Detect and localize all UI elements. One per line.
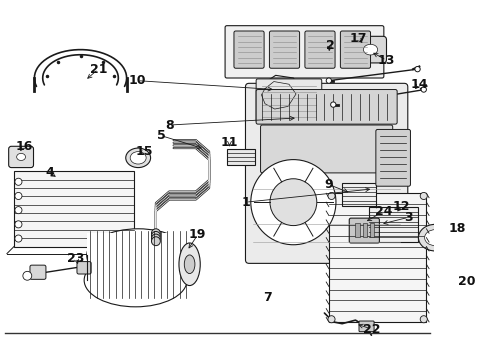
- Bar: [369, 222, 373, 237]
- Circle shape: [414, 67, 419, 72]
- Text: 2: 2: [325, 39, 334, 52]
- FancyBboxPatch shape: [449, 244, 477, 271]
- Bar: [226, 149, 255, 165]
- FancyBboxPatch shape: [233, 31, 264, 68]
- Text: 22: 22: [362, 323, 379, 336]
- Circle shape: [420, 87, 426, 92]
- Ellipse shape: [86, 229, 189, 282]
- Bar: [328, 193, 426, 322]
- Circle shape: [330, 102, 335, 107]
- Circle shape: [15, 192, 22, 199]
- Polygon shape: [434, 251, 456, 270]
- Text: 7: 7: [263, 291, 271, 303]
- Text: 23: 23: [67, 252, 84, 265]
- Circle shape: [151, 229, 160, 238]
- FancyBboxPatch shape: [9, 146, 34, 168]
- Circle shape: [15, 221, 22, 228]
- FancyBboxPatch shape: [354, 36, 386, 63]
- Ellipse shape: [363, 44, 377, 55]
- Ellipse shape: [419, 316, 427, 323]
- Circle shape: [15, 235, 22, 242]
- Text: 3: 3: [404, 211, 412, 224]
- FancyBboxPatch shape: [375, 130, 409, 186]
- Circle shape: [151, 231, 160, 240]
- Bar: [355, 222, 359, 237]
- FancyBboxPatch shape: [256, 79, 321, 122]
- Text: 14: 14: [410, 78, 427, 91]
- Ellipse shape: [17, 153, 25, 161]
- Circle shape: [456, 251, 469, 264]
- Text: 9: 9: [324, 178, 332, 191]
- Text: 18: 18: [448, 222, 465, 235]
- FancyBboxPatch shape: [340, 31, 370, 68]
- Ellipse shape: [130, 152, 146, 164]
- Text: 1: 1: [241, 196, 249, 209]
- Polygon shape: [257, 75, 302, 113]
- Text: 12: 12: [392, 200, 409, 213]
- Text: 8: 8: [165, 118, 174, 131]
- FancyBboxPatch shape: [224, 26, 383, 78]
- Text: 5: 5: [157, 129, 165, 142]
- FancyBboxPatch shape: [269, 31, 299, 68]
- Ellipse shape: [179, 243, 200, 285]
- Bar: [362, 222, 366, 237]
- Text: 20: 20: [457, 275, 474, 288]
- Circle shape: [15, 207, 22, 214]
- Bar: [14, 171, 133, 247]
- Circle shape: [151, 234, 160, 243]
- Ellipse shape: [184, 255, 195, 274]
- FancyBboxPatch shape: [245, 83, 407, 264]
- Ellipse shape: [84, 253, 186, 307]
- Text: 10: 10: [128, 74, 146, 87]
- Text: 16: 16: [15, 140, 32, 153]
- Text: 17: 17: [348, 32, 366, 45]
- FancyBboxPatch shape: [358, 321, 373, 332]
- Text: 24: 24: [374, 204, 392, 217]
- Circle shape: [250, 159, 335, 245]
- Bar: [368, 207, 417, 242]
- Text: 21: 21: [89, 63, 107, 76]
- Text: 4: 4: [45, 166, 54, 179]
- Circle shape: [269, 179, 316, 226]
- Ellipse shape: [327, 316, 334, 323]
- FancyBboxPatch shape: [256, 90, 396, 124]
- Text: 19: 19: [188, 229, 206, 242]
- FancyBboxPatch shape: [30, 265, 46, 279]
- Ellipse shape: [424, 230, 445, 246]
- FancyBboxPatch shape: [305, 31, 334, 68]
- Text: 15: 15: [135, 145, 153, 158]
- Bar: [86, 233, 189, 278]
- Text: 11: 11: [220, 136, 238, 149]
- FancyBboxPatch shape: [348, 218, 379, 243]
- FancyBboxPatch shape: [77, 262, 91, 274]
- FancyBboxPatch shape: [260, 125, 392, 173]
- Ellipse shape: [327, 192, 334, 199]
- Ellipse shape: [419, 192, 427, 199]
- Ellipse shape: [418, 224, 451, 251]
- Circle shape: [15, 178, 22, 185]
- Circle shape: [23, 271, 32, 280]
- Circle shape: [325, 78, 331, 83]
- Ellipse shape: [125, 148, 150, 168]
- Circle shape: [151, 237, 160, 246]
- Bar: [342, 183, 375, 206]
- Text: 13: 13: [377, 54, 394, 67]
